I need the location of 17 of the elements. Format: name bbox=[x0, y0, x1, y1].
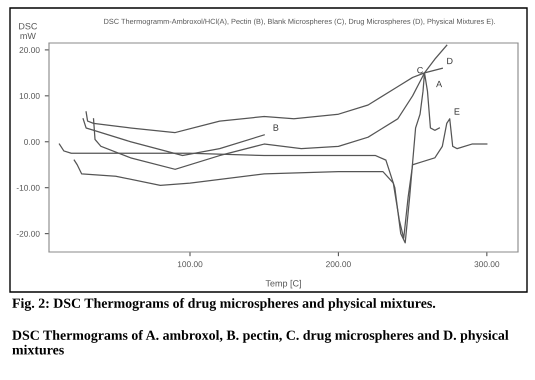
annotation: A bbox=[436, 80, 442, 88]
y-axis-title: DSC mW bbox=[19, 23, 38, 40]
y-tick-label: -10.00 bbox=[16, 184, 40, 191]
annotation: C bbox=[417, 66, 423, 74]
annotation: E bbox=[454, 108, 460, 115]
y-tick-label: -20.00 bbox=[16, 230, 40, 237]
y-tick-label: 10.00 bbox=[20, 93, 40, 99]
x-tick-label: 100.00 bbox=[178, 261, 202, 268]
x-tick-label: 200.00 bbox=[326, 261, 351, 268]
x-tick-label: 300.00 bbox=[474, 261, 500, 268]
annotation: B bbox=[274, 124, 278, 131]
y-tick-label: 0.00 bbox=[24, 138, 40, 145]
text: DSC Thermograms of A. ambroxol, B. pectin, C. drug microspheres and D. physical mixtures bbox=[12, 330, 508, 355]
x-axis-title: Temp [C] bbox=[266, 280, 301, 288]
y-tick-label: 20.00 bbox=[20, 47, 40, 53]
caption: Fig. 2: DSC Thermograms of drug microspheres and physical mixtures. bbox=[12, 298, 436, 311]
annotation: D bbox=[447, 58, 453, 64]
